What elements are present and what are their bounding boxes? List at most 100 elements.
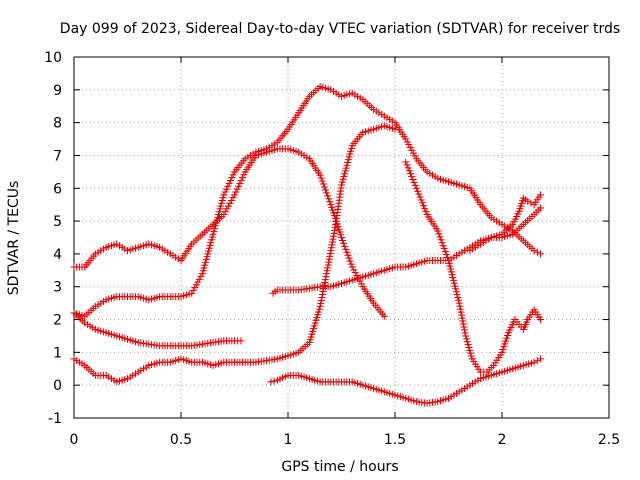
data-point (344, 251, 352, 259)
data-point (323, 270, 331, 278)
data-point (454, 296, 462, 304)
data-point (240, 171, 248, 179)
data-point (406, 170, 414, 178)
y-tick-label: 8 (53, 116, 62, 132)
data-point (328, 241, 336, 249)
data-marks (70, 83, 545, 407)
data-point (449, 274, 457, 282)
data-point (461, 329, 469, 337)
data-point (320, 183, 328, 191)
series-track-g (402, 158, 545, 376)
data-point (458, 311, 466, 319)
data-point (329, 235, 337, 243)
data-point (236, 179, 244, 187)
data-point (451, 282, 459, 290)
data-point (420, 202, 428, 210)
data-point (465, 343, 473, 351)
x-tick-label: 2 (498, 432, 507, 448)
data-point (325, 195, 333, 203)
data-point (460, 323, 468, 331)
y-tick-label: 10 (44, 50, 62, 66)
y-tick-label: -1 (48, 411, 62, 427)
data-point (421, 205, 429, 213)
data-point (231, 191, 238, 199)
data-point (409, 176, 417, 184)
data-point (317, 296, 325, 304)
y-tick-label: 4 (53, 247, 62, 263)
data-point (327, 247, 335, 255)
data-point (221, 188, 229, 196)
data-point (235, 182, 243, 190)
series-track-d (70, 122, 399, 386)
data-point (340, 239, 348, 247)
data-point (237, 337, 245, 345)
series-track-h (466, 191, 545, 255)
x-tick-label: 2.5 (598, 432, 620, 448)
data-point (445, 259, 453, 267)
data-point (341, 242, 349, 250)
data-point (537, 355, 545, 363)
data-point (229, 171, 237, 179)
data-point (326, 249, 334, 257)
data-point (220, 191, 228, 199)
data-point (447, 265, 455, 273)
data-point (467, 352, 475, 360)
data-point (321, 276, 329, 284)
data-point (454, 293, 462, 301)
data-point (422, 208, 430, 216)
data-point (326, 252, 334, 260)
data-point (226, 176, 234, 184)
x-tick-label: 0 (70, 432, 79, 448)
data-point (439, 242, 447, 250)
x-tick-label: 0.5 (170, 432, 192, 448)
data-point (328, 238, 336, 246)
data-point (436, 233, 444, 241)
data-point (459, 320, 467, 328)
y-axis-label: SDTVAR / TECUs (6, 181, 22, 296)
data-point (345, 254, 353, 262)
data-point (322, 273, 330, 281)
data-point (325, 258, 333, 266)
y-tick-label: 6 (53, 181, 62, 197)
data-point (462, 332, 470, 340)
data-point (225, 179, 233, 187)
data-point (329, 232, 337, 240)
data-point (222, 185, 230, 193)
data-point (317, 174, 325, 182)
data-point (346, 257, 354, 265)
data-point (318, 290, 326, 298)
data-point (320, 285, 328, 293)
data-point (324, 192, 332, 200)
y-tick-label: 2 (53, 313, 62, 329)
data-point (412, 184, 420, 192)
data-point (533, 357, 541, 365)
data-point (233, 185, 241, 193)
data-point (408, 173, 416, 181)
data-point (267, 378, 275, 386)
y-tick-label: 3 (53, 280, 62, 296)
x-axis-label: GPS time / hours (281, 459, 398, 475)
data-point (391, 125, 399, 133)
data-point (455, 299, 463, 307)
data-point (537, 316, 545, 324)
data-point (458, 314, 466, 322)
data-point (448, 271, 456, 279)
data-point (317, 299, 325, 307)
data-point (434, 227, 442, 235)
data-point (327, 244, 335, 252)
data-point (435, 230, 443, 238)
x-tick-label: 1.5 (384, 432, 406, 448)
data-point (527, 199, 535, 207)
data-point (347, 260, 355, 268)
data-point (410, 178, 418, 186)
data-point (442, 251, 450, 259)
data-point (440, 245, 448, 253)
series-track-f (269, 204, 545, 297)
data-point (318, 177, 326, 185)
data-point (438, 239, 446, 247)
data-point (459, 317, 467, 325)
y-tick-label: 1 (53, 345, 62, 361)
data-point (232, 188, 240, 196)
data-point (415, 190, 423, 198)
